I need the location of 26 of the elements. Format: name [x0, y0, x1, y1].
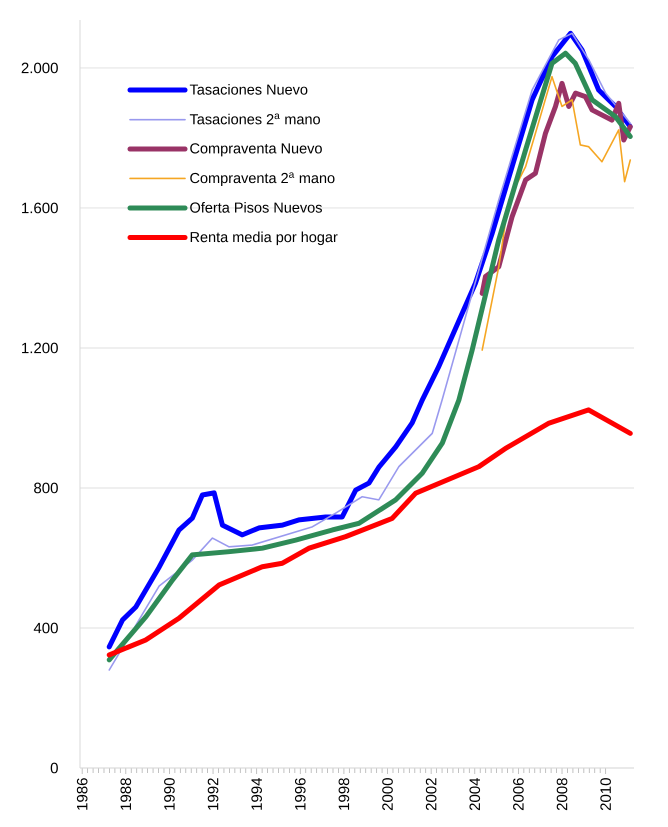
x-tick-label: 1992 [208, 778, 218, 810]
x-tick-label: 1994 [251, 778, 262, 810]
x-tick-label: 1998 [338, 778, 350, 810]
line-series [481, 76, 632, 351]
x-tick-label: 2010 [600, 778, 611, 810]
y-tick-label: 0 [50, 762, 58, 774]
legend-label: Tasaciones 2$^{a}$ mano [190, 114, 320, 124]
x-tick-label: 2004 [469, 778, 480, 810]
x-tick-label: 2000 [382, 778, 393, 810]
y-tick-label: 800 [34, 482, 58, 494]
x-tick-label: 2002 [426, 778, 436, 810]
legend-label: Renta media por hogar [190, 232, 338, 246]
legend-label: Oferta Pisos Nuevos [190, 202, 322, 213]
legend-label: Compraventa Nuevo [190, 143, 322, 156]
x-tick-label: 1996 [294, 778, 306, 810]
x-tick-label: 1988 [120, 778, 132, 810]
legend-label: Compraventa 2$^{a}$ mano [190, 172, 334, 186]
x-tick-label: 1990 [164, 778, 175, 810]
y-tick-label: 1.600 [22, 202, 58, 214]
x-tick-label: 2008 [556, 778, 568, 810]
legend-label: Tasaciones Nuevo [190, 84, 308, 95]
y-tick-label: 1.200 [22, 342, 58, 354]
y-tick-label: 2.000 [22, 62, 58, 74]
x-tick-label: 1986 [76, 778, 88, 810]
x-tick-label: 2006 [513, 778, 524, 810]
y-tick-label: 400 [34, 622, 58, 634]
